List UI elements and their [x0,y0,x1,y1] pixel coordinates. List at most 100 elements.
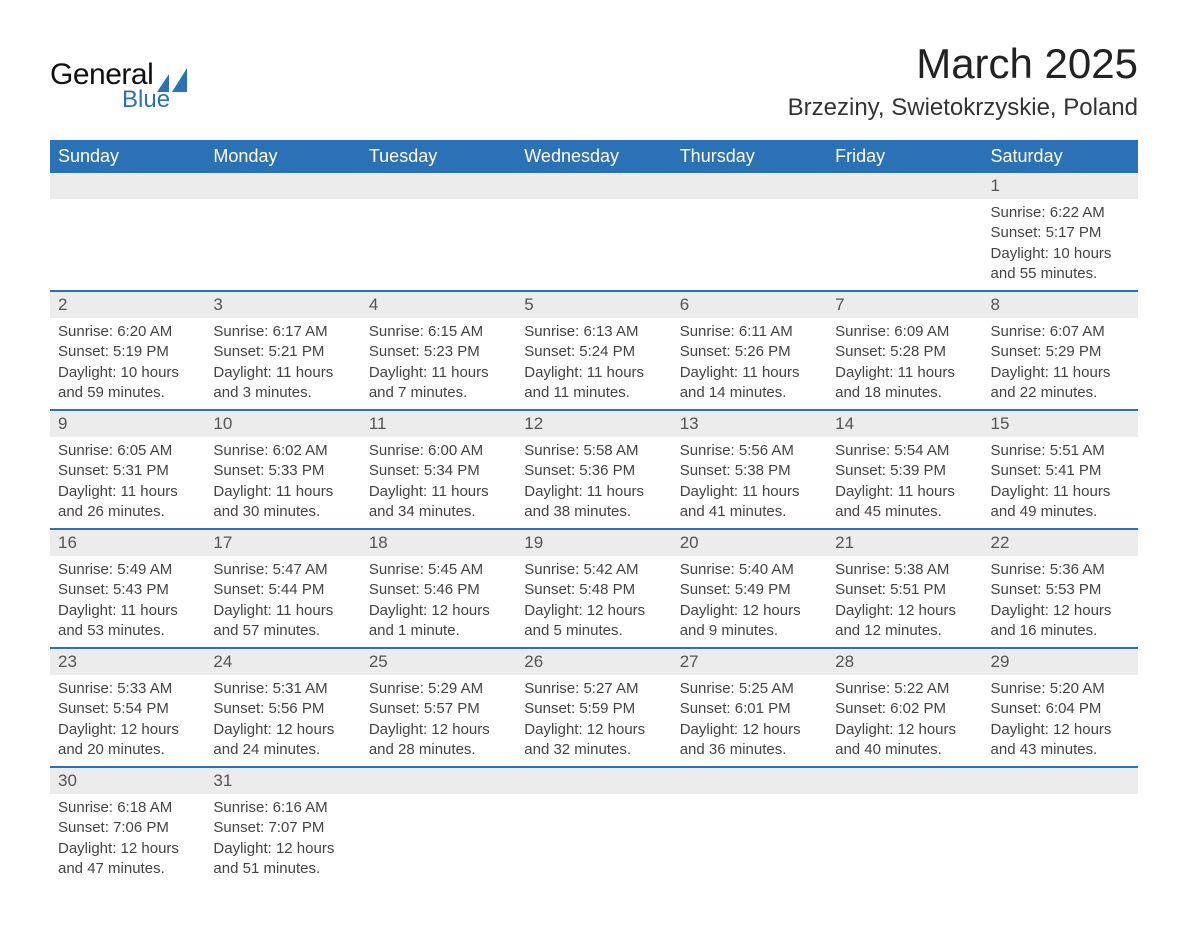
day-data: Sunrise: 6:07 AMSunset: 5:29 PMDaylight:… [983,318,1138,409]
day-number: 29 [983,649,1138,675]
calendar-day-cell: 14Sunrise: 5:54 AMSunset: 5:39 PMDayligh… [827,410,982,529]
sunrise-line: Sunrise: 6:05 AM [58,441,197,461]
sunset-line: Sunset: 5:41 PM [991,461,1130,481]
day-data: Sunrise: 5:47 AMSunset: 5:44 PMDaylight:… [205,556,360,647]
calendar-day-cell [361,173,516,291]
daylight-line-2: and 45 minutes. [835,502,974,522]
sunrise-line: Sunrise: 5:20 AM [991,679,1130,699]
calendar-day-cell: 4Sunrise: 6:15 AMSunset: 5:23 PMDaylight… [361,291,516,410]
daylight-line-2: and 53 minutes. [58,621,197,641]
sunset-line: Sunset: 5:54 PM [58,699,197,719]
day-data: Sunrise: 5:40 AMSunset: 5:49 PMDaylight:… [672,556,827,647]
day-number: 6 [672,292,827,318]
day-data [516,794,671,864]
day-data [672,794,827,864]
sunrise-line: Sunrise: 5:54 AM [835,441,974,461]
header: General Blue March 2025 Brzeziny, Swieto… [50,40,1138,122]
daylight-line-1: Daylight: 11 hours [835,482,974,502]
daylight-line-2: and 24 minutes. [213,740,352,760]
calendar-week-row: 30Sunrise: 6:18 AMSunset: 7:06 PMDayligh… [50,767,1138,885]
sunset-line: Sunset: 5:33 PM [213,461,352,481]
daylight-line-1: Daylight: 11 hours [991,482,1130,502]
sunset-line: Sunset: 5:43 PM [58,580,197,600]
daylight-line-2: and 18 minutes. [835,383,974,403]
sunset-line: Sunset: 5:36 PM [524,461,663,481]
day-data: Sunrise: 5:31 AMSunset: 5:56 PMDaylight:… [205,675,360,766]
calendar-day-cell [983,767,1138,885]
sunrise-line: Sunrise: 5:42 AM [524,560,663,580]
calendar-day-cell [672,767,827,885]
calendar-day-cell [827,767,982,885]
daylight-line-2: and 14 minutes. [680,383,819,403]
daylight-line-1: Daylight: 11 hours [58,482,197,502]
day-number: 3 [205,292,360,318]
daylight-line-1: Daylight: 12 hours [58,839,197,859]
sunrise-line: Sunrise: 5:33 AM [58,679,197,699]
sunrise-line: Sunrise: 5:47 AM [213,560,352,580]
sunset-line: Sunset: 5:56 PM [213,699,352,719]
day-number: 26 [516,649,671,675]
daylight-line-1: Daylight: 12 hours [835,720,974,740]
day-number: 18 [361,530,516,556]
day-data: Sunrise: 6:15 AMSunset: 5:23 PMDaylight:… [361,318,516,409]
calendar-day-cell: 31Sunrise: 6:16 AMSunset: 7:07 PMDayligh… [205,767,360,885]
sunrise-line: Sunrise: 6:02 AM [213,441,352,461]
day-number [205,173,360,199]
day-data: Sunrise: 5:36 AMSunset: 5:53 PMDaylight:… [983,556,1138,647]
calendar-day-cell: 6Sunrise: 6:11 AMSunset: 5:26 PMDaylight… [672,291,827,410]
day-data: Sunrise: 5:29 AMSunset: 5:57 PMDaylight:… [361,675,516,766]
day-data: Sunrise: 5:20 AMSunset: 6:04 PMDaylight:… [983,675,1138,766]
calendar-day-cell: 30Sunrise: 6:18 AMSunset: 7:06 PMDayligh… [50,767,205,885]
sunset-line: Sunset: 5:21 PM [213,342,352,362]
weekday-header: Saturday [983,140,1138,173]
calendar-day-cell: 22Sunrise: 5:36 AMSunset: 5:53 PMDayligh… [983,529,1138,648]
calendar-day-cell: 9Sunrise: 6:05 AMSunset: 5:31 PMDaylight… [50,410,205,529]
daylight-line-2: and 5 minutes. [524,621,663,641]
daylight-line-2: and 51 minutes. [213,859,352,879]
day-data: Sunrise: 5:45 AMSunset: 5:46 PMDaylight:… [361,556,516,647]
calendar-week-row: 2Sunrise: 6:20 AMSunset: 5:19 PMDaylight… [50,291,1138,410]
daylight-line-2: and 20 minutes. [58,740,197,760]
day-data: Sunrise: 6:18 AMSunset: 7:06 PMDaylight:… [50,794,205,885]
day-number: 25 [361,649,516,675]
sunrise-line: Sunrise: 6:17 AM [213,322,352,342]
sunset-line: Sunset: 5:19 PM [58,342,197,362]
sunrise-line: Sunrise: 6:07 AM [991,322,1130,342]
daylight-line-2: and 55 minutes. [991,264,1130,284]
daylight-line-2: and 34 minutes. [369,502,508,522]
daylight-line-2: and 1 minute. [369,621,508,641]
sunset-line: Sunset: 5:46 PM [369,580,508,600]
calendar-day-cell [516,767,671,885]
daylight-line-1: Daylight: 11 hours [835,363,974,383]
daylight-line-1: Daylight: 11 hours [524,363,663,383]
day-data: Sunrise: 5:54 AMSunset: 5:39 PMDaylight:… [827,437,982,528]
day-number [361,768,516,794]
daylight-line-2: and 32 minutes. [524,740,663,760]
daylight-line-1: Daylight: 12 hours [58,720,197,740]
day-number: 8 [983,292,1138,318]
sunrise-line: Sunrise: 6:00 AM [369,441,508,461]
day-number [827,173,982,199]
sunrise-line: Sunrise: 5:29 AM [369,679,508,699]
location: Brzeziny, Swietokrzyskie, Poland [788,94,1138,122]
day-data: Sunrise: 5:22 AMSunset: 6:02 PMDaylight:… [827,675,982,766]
calendar-day-cell [516,173,671,291]
weekday-header: Friday [827,140,982,173]
day-data [983,794,1138,864]
title-block: March 2025 Brzeziny, Swietokrzyskie, Pol… [788,40,1138,122]
sunrise-line: Sunrise: 5:58 AM [524,441,663,461]
day-data: Sunrise: 6:22 AMSunset: 5:17 PMDaylight:… [983,199,1138,290]
daylight-line-1: Daylight: 12 hours [369,601,508,621]
day-number: 12 [516,411,671,437]
sunrise-line: Sunrise: 5:27 AM [524,679,663,699]
sunset-line: Sunset: 6:01 PM [680,699,819,719]
daylight-line-1: Daylight: 12 hours [213,720,352,740]
calendar-day-cell: 10Sunrise: 6:02 AMSunset: 5:33 PMDayligh… [205,410,360,529]
daylight-line-1: Daylight: 11 hours [213,601,352,621]
sunset-line: Sunset: 5:49 PM [680,580,819,600]
calendar-day-cell: 18Sunrise: 5:45 AMSunset: 5:46 PMDayligh… [361,529,516,648]
sunset-line: Sunset: 7:06 PM [58,818,197,838]
day-data [827,794,982,864]
daylight-line-2: and 40 minutes. [835,740,974,760]
daylight-line-1: Daylight: 12 hours [991,601,1130,621]
